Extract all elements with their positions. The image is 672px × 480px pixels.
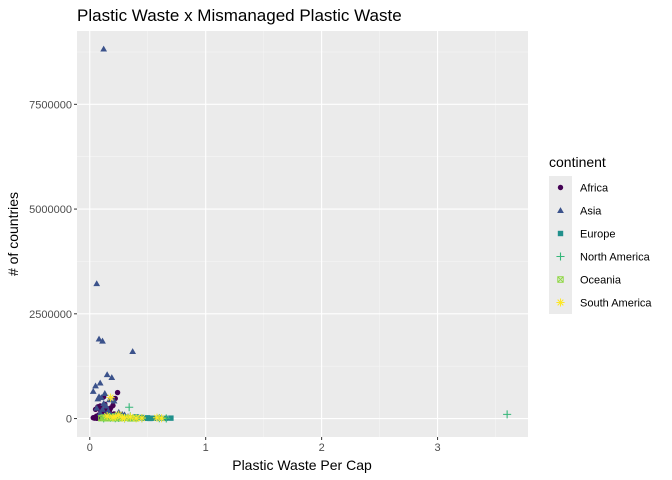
y-tick-label: 0 <box>66 414 72 426</box>
legend-key-africa <box>557 184 564 191</box>
legend-title: continent <box>549 154 606 170</box>
data-point-south-america <box>157 414 166 423</box>
data-point-asia <box>95 393 103 400</box>
y-tick-label: 7500000 <box>29 99 72 111</box>
legend-key-asia <box>557 207 564 214</box>
plot-panel <box>77 31 528 437</box>
data-point-south-america <box>111 412 120 421</box>
data-point-south-america <box>120 413 129 422</box>
data-point-asia <box>92 382 99 389</box>
legend-key-oceania <box>557 276 564 283</box>
data-point-europe <box>168 415 174 421</box>
grid-lines <box>77 31 528 437</box>
legend-label-north-america: North America <box>580 252 651 264</box>
y-tick-label: 2500000 <box>29 309 72 321</box>
data-point-asia <box>101 390 109 396</box>
data-points <box>89 45 512 423</box>
legend-label-south-america: South America <box>580 298 652 310</box>
data-point-asia <box>96 409 104 416</box>
legend: continent Africa Asia Europe North America O… <box>549 154 652 314</box>
data-point-africa <box>94 415 100 422</box>
data-point-south-america <box>108 413 117 422</box>
legend-key-europe <box>557 230 564 237</box>
data-point-south-america <box>106 393 115 402</box>
x-tick-label: 0 <box>87 442 93 454</box>
data-point-asia <box>93 280 101 287</box>
data-point-asia <box>100 45 108 52</box>
data-point-asia <box>99 337 106 344</box>
legend-item-asia: Asia <box>549 199 602 222</box>
legend-label-africa: Africa <box>580 183 609 195</box>
chart-title: Plastic Waste x Mismanaged Plastic Waste <box>77 6 402 25</box>
data-point-asia <box>95 335 103 342</box>
legend-key-south-america <box>556 298 565 307</box>
data-point-asia <box>129 348 137 355</box>
legend-label-europe: Europe <box>580 229 615 241</box>
data-point-north-america <box>503 410 512 419</box>
x-axis-title: Plastic Waste Per Cap <box>232 457 372 473</box>
data-point-europe <box>150 415 157 421</box>
x-tick-label: 2 <box>319 442 325 454</box>
y-axis-title: # of countries <box>5 192 21 276</box>
data-point-africa <box>114 389 121 396</box>
legend-label-asia: Asia <box>580 206 602 218</box>
data-point-asia <box>104 407 112 414</box>
data-point-south-america <box>114 410 123 419</box>
data-point-europe <box>147 415 153 422</box>
data-point-asia <box>100 400 108 407</box>
data-point-asia <box>96 379 104 386</box>
legend-item-north-america: North America <box>549 245 651 268</box>
x-axis-ticks: 0 1 2 3 <box>87 437 441 454</box>
legend-key-north-america <box>556 252 565 261</box>
data-point-asia <box>108 374 116 381</box>
y-tick-label: 5000000 <box>29 204 72 216</box>
legend-item-oceania: Oceania <box>549 268 622 291</box>
x-tick-label: 1 <box>203 442 209 454</box>
data-point-asia <box>93 404 101 411</box>
data-point-south-america <box>132 414 141 423</box>
data-point-north-america <box>125 403 134 412</box>
data-point-asia <box>99 405 106 412</box>
data-point-south-america <box>126 412 135 421</box>
data-point-asia <box>110 397 118 404</box>
legend-item-europe: Europe <box>549 222 615 245</box>
data-point-south-america <box>103 412 112 421</box>
x-tick-label: 3 <box>435 442 441 454</box>
legend-item-africa: Africa <box>549 176 609 199</box>
y-axis-ticks: 0 2500000 5000000 7500000 <box>29 99 77 426</box>
data-point-south-america <box>152 413 162 422</box>
data-point-asia <box>89 387 97 394</box>
legend-label-oceania: Oceania <box>580 275 622 287</box>
data-point-africa <box>110 402 116 409</box>
data-point-asia <box>103 371 111 378</box>
legend-item-south-america: South America <box>549 291 652 314</box>
data-point-south-america <box>137 414 146 423</box>
